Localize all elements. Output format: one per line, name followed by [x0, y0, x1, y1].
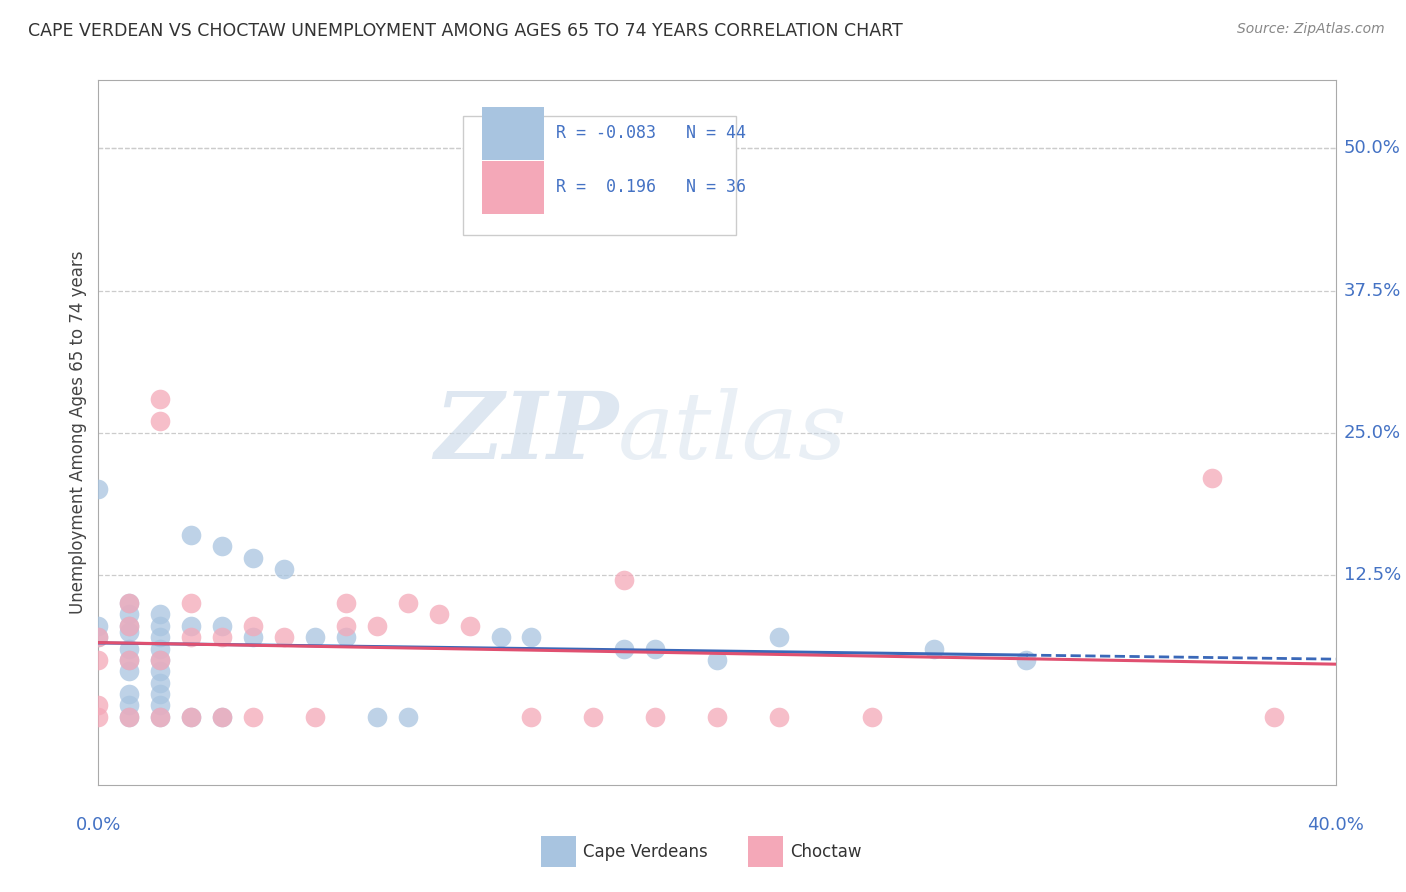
- Text: 50.0%: 50.0%: [1344, 139, 1400, 158]
- Point: [149, 414, 172, 428]
- Point: [860, 710, 883, 724]
- Point: [180, 710, 202, 724]
- Point: [335, 619, 357, 633]
- Point: [87, 630, 110, 644]
- Point: [118, 619, 141, 633]
- Point: [149, 392, 172, 406]
- Text: 37.5%: 37.5%: [1344, 282, 1402, 300]
- Text: Choctaw: Choctaw: [790, 843, 862, 861]
- Point: [149, 710, 172, 724]
- Point: [149, 641, 172, 656]
- Point: [304, 710, 326, 724]
- Point: [1201, 471, 1223, 485]
- Point: [87, 630, 110, 644]
- Point: [87, 698, 110, 713]
- Point: [520, 710, 543, 724]
- Text: atlas: atlas: [619, 388, 848, 477]
- Point: [366, 619, 388, 633]
- Text: R = -0.083   N = 44: R = -0.083 N = 44: [557, 124, 747, 143]
- FancyBboxPatch shape: [464, 115, 735, 235]
- Point: [118, 710, 141, 724]
- Point: [613, 641, 636, 656]
- Point: [1263, 710, 1285, 724]
- Point: [211, 619, 233, 633]
- Point: [149, 665, 172, 679]
- Point: [458, 619, 481, 633]
- Point: [180, 596, 202, 610]
- Point: [211, 710, 233, 724]
- Point: [118, 687, 141, 701]
- Point: [273, 630, 295, 644]
- Point: [520, 630, 543, 644]
- Point: [582, 710, 605, 724]
- Point: [149, 675, 172, 690]
- Point: [118, 596, 141, 610]
- Text: R =  0.196   N = 36: R = 0.196 N = 36: [557, 178, 747, 196]
- Point: [118, 665, 141, 679]
- Point: [118, 698, 141, 713]
- Point: [273, 562, 295, 576]
- Point: [396, 596, 419, 610]
- Point: [118, 710, 141, 724]
- Point: [180, 630, 202, 644]
- Point: [335, 596, 357, 610]
- Text: ZIP: ZIP: [434, 388, 619, 477]
- Point: [242, 550, 264, 565]
- Point: [118, 641, 141, 656]
- Point: [396, 710, 419, 724]
- Point: [149, 653, 172, 667]
- Point: [768, 710, 790, 724]
- Point: [706, 653, 728, 667]
- Text: 25.0%: 25.0%: [1344, 424, 1402, 442]
- Point: [87, 483, 110, 497]
- Point: [211, 630, 233, 644]
- Text: 12.5%: 12.5%: [1344, 566, 1402, 583]
- Point: [304, 630, 326, 644]
- Point: [118, 653, 141, 667]
- Point: [118, 653, 141, 667]
- Point: [211, 539, 233, 553]
- Point: [706, 710, 728, 724]
- Point: [427, 607, 450, 622]
- Point: [149, 710, 172, 724]
- Point: [180, 710, 202, 724]
- Point: [242, 630, 264, 644]
- Point: [644, 641, 666, 656]
- Point: [613, 574, 636, 588]
- Point: [149, 653, 172, 667]
- Point: [211, 710, 233, 724]
- Text: Cape Verdeans: Cape Verdeans: [583, 843, 709, 861]
- Point: [87, 619, 110, 633]
- Point: [180, 528, 202, 542]
- Point: [118, 619, 141, 633]
- Point: [644, 710, 666, 724]
- Point: [149, 619, 172, 633]
- FancyBboxPatch shape: [482, 107, 544, 160]
- Text: Source: ZipAtlas.com: Source: ZipAtlas.com: [1237, 22, 1385, 37]
- Point: [118, 624, 141, 639]
- Text: CAPE VERDEAN VS CHOCTAW UNEMPLOYMENT AMONG AGES 65 TO 74 YEARS CORRELATION CHART: CAPE VERDEAN VS CHOCTAW UNEMPLOYMENT AMO…: [28, 22, 903, 40]
- Point: [149, 630, 172, 644]
- Point: [118, 607, 141, 622]
- Text: 0.0%: 0.0%: [76, 815, 121, 833]
- Point: [922, 641, 945, 656]
- Point: [1015, 653, 1038, 667]
- Point: [87, 710, 110, 724]
- Point: [149, 607, 172, 622]
- FancyBboxPatch shape: [482, 161, 544, 214]
- Point: [118, 596, 141, 610]
- Point: [149, 687, 172, 701]
- Point: [768, 630, 790, 644]
- Point: [149, 698, 172, 713]
- Y-axis label: Unemployment Among Ages 65 to 74 years: Unemployment Among Ages 65 to 74 years: [69, 251, 87, 615]
- Text: 40.0%: 40.0%: [1308, 815, 1364, 833]
- Point: [87, 653, 110, 667]
- Point: [366, 710, 388, 724]
- Point: [242, 619, 264, 633]
- Point: [489, 630, 512, 644]
- Point: [180, 619, 202, 633]
- Point: [242, 710, 264, 724]
- Point: [335, 630, 357, 644]
